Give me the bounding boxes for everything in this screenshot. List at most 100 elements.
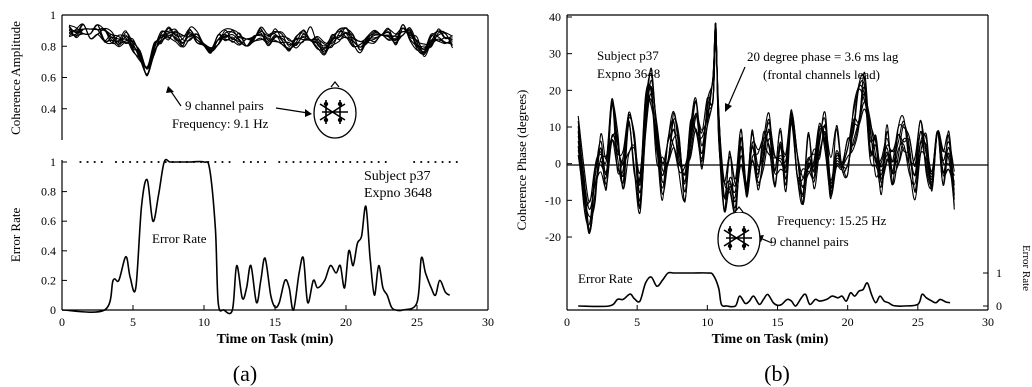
- b-error-rate-series-label: Error Rate: [578, 271, 633, 286]
- a-head-arrow-line: [275, 107, 309, 114]
- head-icon: [313, 81, 357, 139]
- b-annotation-arrow-line: [727, 66, 746, 107]
- error-dot: [313, 161, 316, 163]
- b-y-tick-label: 30: [549, 47, 561, 61]
- error-dot: [335, 161, 337, 163]
- b-x-tick-label: 5: [634, 315, 640, 329]
- b-y-tick-label: 20: [549, 83, 561, 97]
- error-dot: [150, 161, 153, 163]
- error-dot: [413, 161, 416, 163]
- b-subject-line2: Expno 3648: [597, 66, 660, 81]
- x-tick-label: 5: [130, 315, 136, 329]
- channel-pair-trace: [68, 23, 453, 75]
- channel-pair-trace: [68, 26, 453, 76]
- a-head-arrowhead: [305, 109, 312, 117]
- phase-channel-trace: [577, 22, 955, 214]
- b-y-tick-label: -10: [545, 193, 561, 207]
- error-dot: [164, 161, 167, 163]
- b-annotation-line2: (frontal channels lead): [763, 67, 880, 82]
- a-annotation-line2: Frequency: 9.1 Hz: [172, 116, 269, 131]
- top-y-tick-label: 1: [50, 8, 56, 22]
- error-dot: [434, 161, 437, 163]
- b-y-tick-label: 10: [549, 120, 561, 134]
- x-tick-label: 0: [59, 315, 65, 329]
- top-y-tick-label: 0.4: [41, 102, 56, 116]
- error-dot: [278, 161, 281, 163]
- x-ticks: 0 5 10 15 20 25 30: [59, 305, 494, 329]
- b-error-rate-line: [578, 271, 951, 308]
- b-channel-label: 9 channel pairs: [770, 234, 849, 249]
- top-y-tick-label: 0.6: [41, 71, 56, 85]
- panel-b-label: (b): [764, 361, 790, 386]
- x-tick-label: 15: [269, 315, 281, 329]
- panel-a: 0.4 0.6 0.8 1 0 0.2 0.4 0.6 0.8 1 0 5 10 15 20 25 30 C…: [8, 8, 494, 386]
- error-dot: [455, 161, 458, 163]
- b-error-rate-trace: [578, 271, 951, 308]
- top-ylabel: Coherence Amplitude: [8, 21, 23, 135]
- error-dot: [292, 161, 295, 163]
- bottom-y-tick-label: 0: [50, 303, 56, 317]
- error-dot: [342, 161, 345, 163]
- error-dot: [264, 161, 266, 163]
- error-dot: [257, 161, 259, 163]
- error-rate-trace: [61, 158, 451, 315]
- error-dot: [427, 161, 430, 163]
- phase-channel-trace: [577, 32, 955, 233]
- error-dot: [143, 161, 146, 163]
- channel-pair-trace: [68, 24, 453, 68]
- error-dot: [420, 161, 423, 163]
- error-dot: [93, 161, 96, 163]
- error-dot: [79, 161, 82, 163]
- b-x-tick-label: 15: [772, 315, 784, 329]
- b-annotation-line1: 20 degree phase = 3.6 ms lag: [747, 49, 899, 64]
- b-x-tick-label: 20: [842, 315, 854, 329]
- bottom-ylabel: Error Rate: [8, 208, 23, 263]
- b-x-tick-label: 25: [912, 315, 924, 329]
- b-x-tick-label: 0: [564, 315, 570, 329]
- b-x-tick-label: 30: [982, 315, 994, 329]
- b-subject-line1: Subject p37: [597, 48, 659, 63]
- b-ylabel: Coherence Phase (degrees): [514, 90, 529, 231]
- phase-channel-trace: [577, 35, 955, 218]
- a-annotation-line1: 9 channel pairs: [185, 98, 264, 113]
- error-dot: [370, 161, 373, 163]
- bottom-y-tick-label: 0.2: [41, 273, 56, 287]
- b-x-ticks: 0 5 10 15 20 25 30: [564, 305, 994, 329]
- b-frequency-label: Frequency: 15.25 Hz: [777, 213, 887, 228]
- bottom-y-tick-label: 0.8: [41, 185, 56, 199]
- bottom-y-tick-label: 1: [50, 155, 56, 169]
- channel-pair-trace: [68, 23, 453, 69]
- b-y-tick-label: 0: [555, 157, 561, 171]
- b-annotation-arrowhead: [725, 103, 732, 112]
- b-error-rate-ylabel: Error Rate: [1020, 245, 1032, 291]
- error-dot: [328, 161, 330, 163]
- error-dot: [242, 161, 245, 163]
- error-rate-line: [61, 158, 451, 315]
- a-subject-line2: Expno 3648: [364, 186, 432, 201]
- channel-pair-trace: [68, 24, 453, 70]
- x-tick-label: 10: [198, 315, 210, 329]
- error-dot: [363, 161, 366, 163]
- bottom-y-tick-label: 0.6: [41, 214, 56, 228]
- error-dot: [320, 161, 323, 163]
- error-dot: [377, 161, 380, 163]
- a-subject-line1: Subject p37: [364, 169, 431, 184]
- b-error-rate-tick-label: 1: [996, 266, 1002, 280]
- error-dotted-line: [79, 161, 458, 163]
- bottom-y-ticks: 0 0.2 0.4 0.6 0.8 1: [41, 155, 67, 317]
- channel-pair-trace: [68, 24, 453, 77]
- error-dot: [249, 161, 252, 163]
- error-dot: [299, 161, 302, 163]
- x-tick-label: 30: [482, 315, 494, 329]
- error-dot: [157, 161, 160, 163]
- coherence-amplitude-traces: [68, 23, 454, 77]
- b-error-rate-tick-label: 0: [996, 299, 1002, 313]
- x-tick-label: 25: [411, 315, 423, 329]
- error-dot: [349, 161, 352, 163]
- error-dot: [306, 161, 309, 163]
- a-annotation-arrowhead: [166, 86, 174, 93]
- error-dot: [228, 161, 231, 163]
- error-dot: [115, 161, 117, 163]
